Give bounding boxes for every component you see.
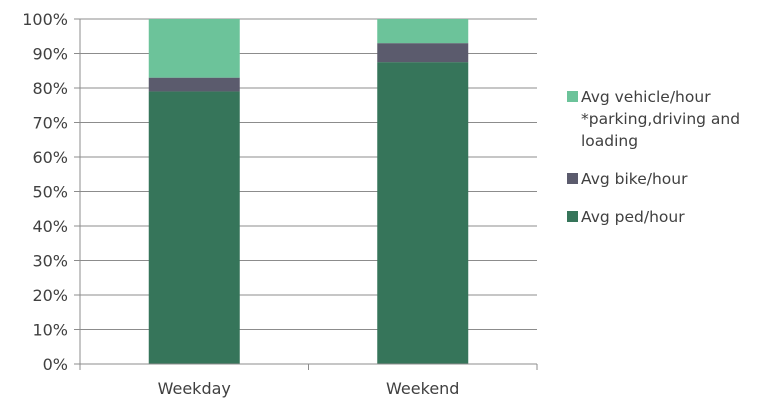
axes: [79, 19, 538, 370]
y-tick-label: 0%: [43, 355, 68, 374]
legend-swatch-bike: [567, 173, 578, 184]
bar-segment: [377, 62, 469, 364]
legend-label-line: Avg bike/hour: [581, 170, 688, 188]
y-tick-label: 90%: [32, 45, 68, 64]
bar-segment: [377, 43, 469, 63]
y-tick-label: 40%: [32, 217, 68, 236]
legend-item-vehicle: Avg vehicle/hour *parking,driving and lo…: [567, 86, 752, 152]
legend-label-line: loading: [581, 132, 639, 150]
y-tick-label: 80%: [32, 79, 68, 98]
y-tick-label: 20%: [32, 286, 68, 305]
legend-label-line: *parking,driving and: [581, 110, 741, 128]
legend: Avg vehicle/hour *parking,driving and lo…: [567, 86, 752, 244]
legend-item-ped: Avg ped/hour: [567, 206, 752, 228]
y-tick-label: 60%: [32, 148, 68, 167]
legend-item-bike: Avg bike/hour: [567, 168, 752, 190]
y-tick-label: 70%: [32, 114, 68, 133]
y-tick-label: 10%: [32, 321, 68, 340]
legend-label-line: Avg ped/hour: [581, 208, 685, 226]
y-tick-label: 100%: [22, 10, 68, 29]
bar-segment: [148, 77, 240, 92]
legend-swatch-ped: [567, 211, 578, 222]
x-tick-label: Weekend: [386, 379, 459, 398]
legend-label-vehicle: Avg vehicle/hour *parking,driving and lo…: [581, 86, 740, 152]
y-tick-label: 50%: [32, 183, 68, 202]
y-axis-tick-labels: 0% 10% 20% 30% 40% 50% 60% 70% 80% 90% 100%: [22, 10, 68, 374]
legend-label-line: Avg vehicle/hour: [581, 88, 711, 106]
bar-segment: [377, 19, 469, 44]
legend-label-ped: Avg ped/hour: [581, 206, 685, 228]
y-tick-label: 30%: [32, 252, 68, 271]
x-tick-label: Weekday: [158, 379, 231, 398]
bar-segment: [148, 91, 240, 364]
legend-swatch-vehicle: [567, 91, 578, 102]
legend-label-bike: Avg bike/hour: [581, 168, 687, 190]
bar-stacks: [148, 19, 469, 364]
bar-segment: [148, 19, 240, 78]
x-axis-tick-labels: Weekday Weekend: [158, 379, 460, 398]
